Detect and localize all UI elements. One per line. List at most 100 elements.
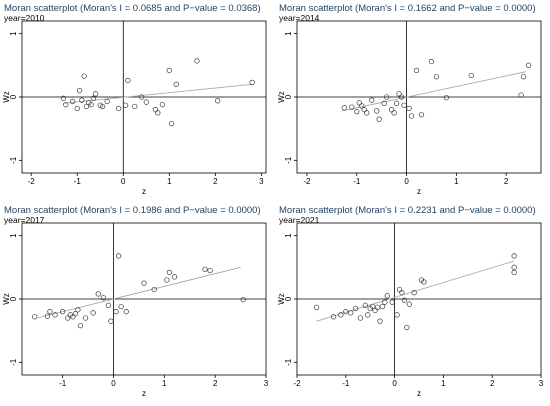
- data-point: [389, 299, 395, 305]
- data-point: [93, 91, 99, 97]
- data-point: [95, 291, 101, 297]
- data-point: [376, 116, 382, 122]
- chart-subtitle: year=2014: [279, 13, 320, 23]
- data-point: [362, 302, 368, 308]
- data-point: [468, 72, 474, 79]
- data-point: [65, 315, 71, 321]
- data-point: [194, 58, 200, 64]
- data-point: [77, 322, 84, 329]
- x-tick-label: 3: [259, 177, 264, 186]
- x-tick-label: -2: [293, 379, 301, 388]
- data-point: [401, 297, 408, 303]
- data-point: [139, 94, 145, 100]
- data-point: [379, 303, 386, 310]
- data-point: [215, 98, 221, 104]
- data-point: [47, 309, 53, 315]
- x-tick-label: 3: [539, 379, 544, 388]
- chart-title: Moran scatterplot (Moran's I = 0.2231 an…: [279, 205, 536, 216]
- chart-title: Moran scatterplot (Moran's I = 0.1986 an…: [4, 205, 261, 216]
- data-point: [155, 110, 161, 116]
- y-tick-label: -1: [284, 358, 293, 366]
- data-point: [421, 279, 427, 285]
- data-point: [104, 98, 110, 105]
- data-point: [359, 103, 365, 109]
- fit-line: [37, 266, 241, 319]
- x-axis-label: z: [142, 187, 146, 196]
- moran-scatterplot-2017: Moran scatterplot (Moran's I = 0.1986 an…: [2, 205, 269, 398]
- data-point: [418, 112, 425, 118]
- x-tick-label: 2: [490, 379, 495, 388]
- data-point: [173, 81, 179, 87]
- data-point: [408, 113, 415, 119]
- chart-subtitle: year=2021: [279, 215, 320, 225]
- y-tick-label: 1: [284, 233, 293, 238]
- x-tick-label: 3: [264, 379, 269, 388]
- data-point: [352, 305, 359, 312]
- data-point: [393, 100, 400, 106]
- data-point: [90, 310, 96, 316]
- data-point: [369, 97, 375, 103]
- data-point: [313, 304, 320, 310]
- data-point: [330, 314, 337, 320]
- data-point: [32, 314, 38, 320]
- data-point: [374, 108, 380, 114]
- data-point: [384, 293, 390, 299]
- data-point: [166, 269, 173, 276]
- data-point: [132, 103, 138, 110]
- data-point: [115, 253, 122, 259]
- x-tick-label: 2: [213, 177, 218, 186]
- data-point: [123, 309, 129, 315]
- data-point: [382, 299, 388, 305]
- x-tick-label: 1: [441, 379, 446, 388]
- data-point: [341, 105, 347, 111]
- data-point: [381, 100, 387, 106]
- data-point: [383, 94, 390, 100]
- x-tick-label: 2: [504, 177, 509, 186]
- chart-subtitle: year=2017: [4, 215, 45, 225]
- data-point: [83, 103, 90, 110]
- data-point: [428, 58, 435, 65]
- data-point: [394, 312, 400, 318]
- x-tick-label: 0: [404, 177, 409, 186]
- data-point: [116, 105, 122, 112]
- data-point: [60, 95, 67, 101]
- data-point: [511, 253, 517, 259]
- data-point: [369, 303, 376, 310]
- data-point: [108, 318, 114, 324]
- data-point: [171, 274, 178, 280]
- y-tick-label: 0: [284, 296, 293, 301]
- data-point: [349, 104, 355, 110]
- data-point: [125, 77, 131, 84]
- x-axis-label: z: [417, 187, 421, 196]
- data-point: [413, 67, 420, 74]
- data-point: [443, 94, 450, 101]
- y-tick-label: 1: [9, 233, 18, 238]
- data-point: [525, 62, 532, 68]
- data-point: [391, 110, 397, 116]
- data-point: [118, 303, 124, 310]
- data-point: [151, 286, 157, 293]
- data-point: [520, 74, 527, 80]
- data-point: [81, 73, 87, 79]
- data-point: [113, 309, 119, 315]
- x-tick-label: 1: [162, 379, 167, 388]
- data-point: [374, 304, 381, 310]
- data-point: [76, 88, 83, 94]
- moran-panel-2014: Moran scatterplot (Moran's I = 0.1662 an…: [277, 2, 549, 204]
- x-tick-label: -1: [74, 177, 82, 186]
- data-point: [364, 110, 370, 116]
- data-point: [72, 310, 79, 317]
- data-point: [70, 314, 76, 320]
- chart-subtitle: year=2010: [4, 13, 45, 23]
- y-tick-label: 1: [284, 31, 293, 36]
- data-point: [511, 264, 517, 270]
- data-point: [404, 324, 410, 331]
- x-tick-label: 0: [121, 177, 126, 186]
- data-point: [406, 301, 412, 307]
- data-point: [74, 105, 80, 112]
- x-tick-label: -1: [59, 379, 67, 388]
- data-point: [249, 79, 255, 86]
- data-point: [240, 296, 246, 303]
- data-point: [90, 95, 97, 101]
- data-point: [141, 280, 147, 286]
